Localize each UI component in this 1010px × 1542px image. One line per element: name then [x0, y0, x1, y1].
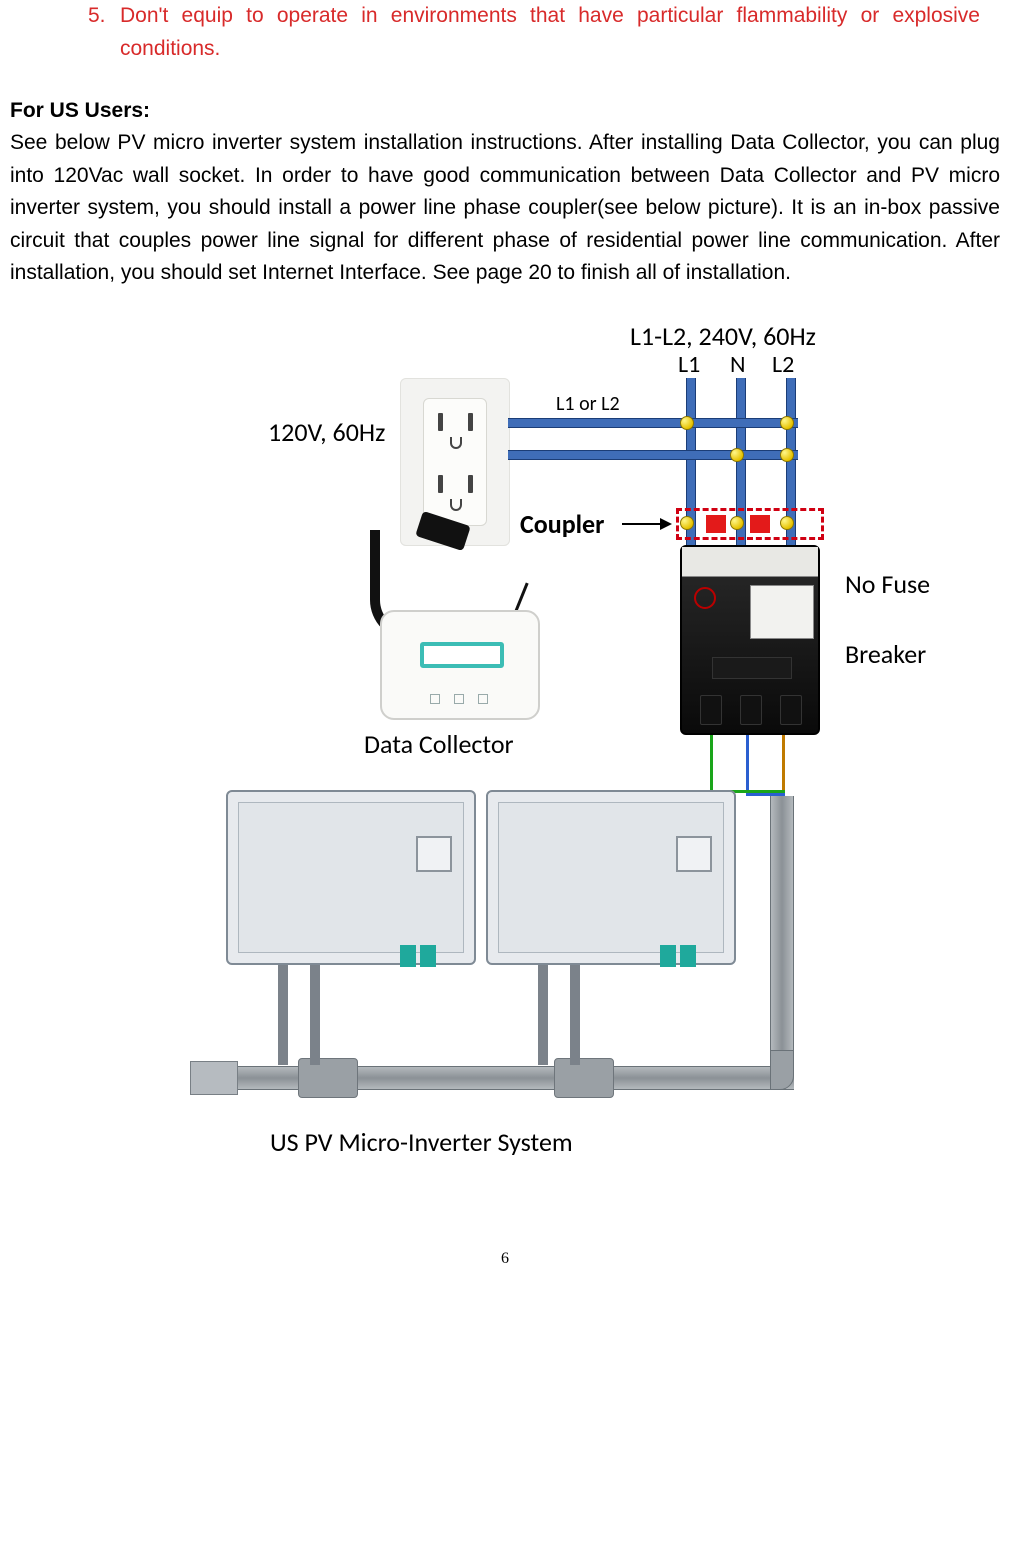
warning-item: 5. Don't equip to operate in environment… [10, 0, 1000, 65]
label-l1: L1 [678, 350, 700, 379]
diagram-caption: US PV Micro-Inverter System [270, 1126, 573, 1158]
page-number: 6 [10, 1250, 1000, 1288]
arrow-line [622, 523, 662, 525]
warning-number: 5. [88, 0, 106, 33]
warning-text: Don't equip to operate in environments t… [120, 4, 980, 60]
arrow-head-icon [660, 518, 672, 530]
wiring-diagram: L1-L2, 240V, 60Hz L1 N L2 L1 or L2 120V,… [10, 310, 990, 1210]
body-paragraph: See below PV micro inverter system insta… [10, 127, 1000, 290]
label-coupler: Coupler [520, 508, 604, 540]
label-l1l2: L1-L2, 240V, 60Hz [630, 320, 816, 352]
label-120v: 120V, 60Hz [268, 416, 385, 448]
label-l1orl2: L1 or L2 [556, 392, 620, 416]
section-heading: For US Users: [10, 99, 1000, 123]
label-breaker: Breaker [845, 638, 926, 670]
trunk-joint-1 [298, 1058, 358, 1098]
trunk-vertical [770, 796, 794, 1074]
breaker-icon [680, 545, 820, 735]
trunk-joint-2 [554, 1058, 614, 1098]
wire-top [508, 418, 798, 428]
data-collector-icon [380, 610, 540, 720]
inverter-2-icon [486, 790, 736, 965]
label-nofuse: No Fuse [845, 568, 930, 600]
wire-bottom [508, 450, 798, 460]
trunk-endcap [190, 1061, 238, 1095]
wire-ground [710, 735, 713, 795]
wire-line [782, 735, 785, 795]
label-l2: L2 [772, 350, 794, 379]
inverter-1-icon [226, 790, 476, 965]
wire-neutral [746, 735, 749, 795]
label-datacollector: Data Collector [364, 728, 514, 760]
label-n: N [730, 350, 746, 379]
